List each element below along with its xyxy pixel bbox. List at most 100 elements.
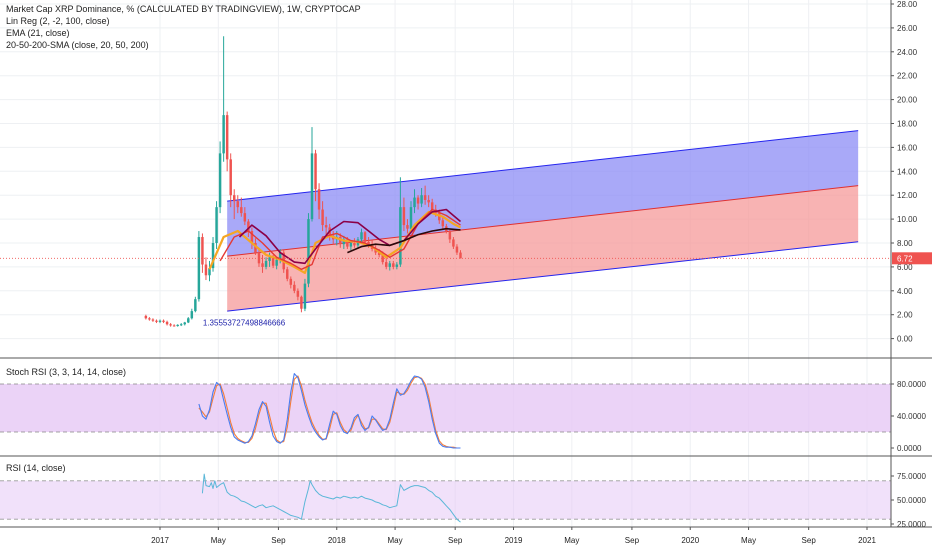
candle-body[interactable] xyxy=(169,324,172,326)
candle-body[interactable] xyxy=(286,269,289,279)
candle-body[interactable] xyxy=(176,324,179,327)
candle-body[interactable] xyxy=(218,153,222,208)
candle-body[interactable] xyxy=(427,199,430,203)
candle-body[interactable] xyxy=(367,241,370,246)
candle-body[interactable] xyxy=(247,221,250,232)
candle-body[interactable] xyxy=(455,246,459,253)
candle-body[interactable] xyxy=(293,284,296,291)
candle-body[interactable] xyxy=(250,231,254,243)
candle-body[interactable] xyxy=(374,248,377,253)
candle-body[interactable] xyxy=(349,243,353,247)
candle-body[interactable] xyxy=(204,264,208,276)
candle-body[interactable] xyxy=(420,195,423,204)
candle-body[interactable] xyxy=(222,115,225,154)
candle-body[interactable] xyxy=(225,115,229,160)
candle-body[interactable] xyxy=(381,254,384,263)
candle-body[interactable] xyxy=(310,153,314,220)
sma200-line[interactable] xyxy=(347,227,461,254)
candle-body[interactable] xyxy=(303,283,307,309)
candle-body[interactable] xyxy=(413,197,416,208)
candle-body[interactable] xyxy=(392,263,395,267)
candle-body[interactable] xyxy=(194,299,197,312)
price-badge[interactable] xyxy=(892,252,932,265)
candle-body[interactable] xyxy=(300,296,303,309)
lin-reg-upper-line[interactable] xyxy=(227,130,859,202)
rsi-line[interactable] xyxy=(201,473,461,523)
legend-lin-reg[interactable]: Lin Reg (2, -2, 100, close) xyxy=(6,16,110,26)
candle-body[interactable] xyxy=(271,257,275,266)
candle-body[interactable] xyxy=(268,257,271,261)
candle-body[interactable] xyxy=(240,207,243,214)
lin-reg-mid-line[interactable] xyxy=(227,185,859,257)
candle-body[interactable] xyxy=(158,320,162,322)
candle-body[interactable] xyxy=(399,207,402,265)
candle-body[interactable] xyxy=(307,219,310,284)
candle-body[interactable] xyxy=(342,239,346,245)
candle-body[interactable] xyxy=(264,260,268,267)
ema-line[interactable] xyxy=(208,210,461,274)
candle-body[interactable] xyxy=(148,318,151,320)
candle-body[interactable] xyxy=(278,252,282,260)
candle-body[interactable] xyxy=(190,311,194,319)
candle-body[interactable] xyxy=(363,232,367,242)
candle-body[interactable] xyxy=(179,324,183,326)
candle-body[interactable] xyxy=(321,209,324,226)
candle-body[interactable] xyxy=(406,225,409,229)
candle-body[interactable] xyxy=(430,202,434,210)
candle-body[interactable] xyxy=(459,252,462,259)
candle-body[interactable] xyxy=(448,231,452,240)
legend-rsi[interactable]: RSI (14, close) xyxy=(6,463,66,473)
candle-body[interactable] xyxy=(385,262,388,267)
candle-body[interactable] xyxy=(377,252,381,255)
sma50-line[interactable] xyxy=(238,208,462,265)
candle-body[interactable] xyxy=(346,239,349,247)
legend-ema[interactable]: EMA (21, close) xyxy=(6,28,70,38)
candle-body[interactable] xyxy=(243,213,247,222)
candle-body[interactable] xyxy=(289,278,293,285)
lin-reg-lower-line[interactable] xyxy=(227,241,859,312)
candle-body[interactable] xyxy=(438,213,441,221)
candle-body[interactable] xyxy=(151,319,155,321)
candle-body[interactable] xyxy=(324,225,328,228)
candle-body[interactable] xyxy=(197,237,201,300)
candle-body[interactable] xyxy=(388,263,392,267)
candle-body[interactable] xyxy=(353,243,356,246)
candle-body[interactable] xyxy=(215,207,218,243)
candle-body[interactable] xyxy=(172,325,176,327)
legend-title[interactable]: Market Cap XRP Dominance, % (CALCULATED … xyxy=(6,4,361,14)
candle-body[interactable] xyxy=(183,322,186,325)
stoch-k-line[interactable] xyxy=(198,373,461,449)
candle-body[interactable] xyxy=(441,220,445,227)
candle-body[interactable] xyxy=(211,243,215,269)
candle-body[interactable] xyxy=(275,259,278,266)
candle-body[interactable] xyxy=(296,290,300,297)
candle-body[interactable] xyxy=(339,237,342,245)
legend-stoch-rsi[interactable]: Stoch RSI (3, 3, 14, 14, close) xyxy=(6,367,127,377)
candle-body[interactable] xyxy=(208,268,211,276)
candle-body[interactable] xyxy=(261,263,264,267)
stoch-rsi-pane[interactable] xyxy=(0,357,932,449)
candle-body[interactable] xyxy=(155,320,158,322)
candle-body[interactable] xyxy=(317,189,321,210)
candle-body[interactable] xyxy=(144,315,148,319)
candle-body[interactable] xyxy=(409,207,413,229)
candle-body[interactable] xyxy=(229,159,232,196)
candle-body[interactable] xyxy=(162,320,165,322)
candle-body[interactable] xyxy=(402,207,406,226)
candle-body[interactable] xyxy=(187,318,190,323)
candle-body[interactable] xyxy=(395,264,399,267)
candle-body[interactable] xyxy=(236,201,240,208)
candle-body[interactable] xyxy=(165,321,169,325)
legend-sma[interactable]: 20-50-200-SMA (close, 20, 50, 200) xyxy=(6,40,149,50)
candle-body[interactable] xyxy=(232,195,236,202)
candle-body[interactable] xyxy=(360,232,363,240)
candle-body[interactable] xyxy=(423,195,427,200)
main-price-pane[interactable]: 1.35553727498846666 xyxy=(0,36,891,327)
candle-body[interactable] xyxy=(314,153,317,190)
candle-body[interactable] xyxy=(254,243,257,253)
candle-body[interactable] xyxy=(201,237,204,265)
candle-body[interactable] xyxy=(416,197,420,204)
rsi-pane[interactable] xyxy=(0,455,932,523)
candle-body[interactable] xyxy=(452,239,455,247)
y-tick-label: 22.00 xyxy=(897,72,918,81)
